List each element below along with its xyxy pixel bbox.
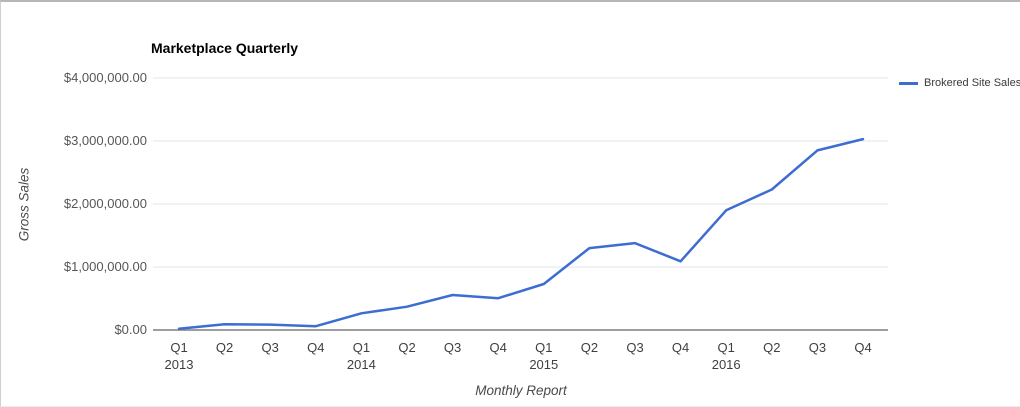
x-tick-label: Q3 <box>443 340 462 355</box>
x-tick-label: Q2 <box>398 340 416 355</box>
x-tick-label: Q3 <box>808 340 827 355</box>
year-label: 2014 <box>346 357 376 372</box>
legend-series-label: Brokered Site Sales <box>924 77 1020 89</box>
x-axis-title: Monthly Report <box>475 383 567 398</box>
legend: Brokered Site Sales <box>899 77 1020 89</box>
x-tick-label: Q1 <box>352 340 371 355</box>
x-tick-label: Q1 <box>717 340 735 355</box>
x-tick-label: Q4 <box>671 340 690 355</box>
x-tick-label: Q3 <box>261 340 279 355</box>
year-label: 2013 <box>164 357 194 372</box>
x-tick-label: Q4 <box>489 340 507 355</box>
x-tick-label: Q1 <box>535 340 553 355</box>
y-tick-label: $3,000,000.00 <box>63 133 147 148</box>
year-label: 2016 <box>711 357 741 372</box>
y-tick-label: $0.00 <box>114 322 147 337</box>
x-tick-label: Q1 <box>170 340 188 355</box>
x-tick-label: Q4 <box>854 340 872 355</box>
x-tick-label: Q4 <box>307 340 325 355</box>
legend-line-swatch <box>899 81 918 85</box>
x-tick-label: Q2 <box>580 340 599 355</box>
x-tick-label: Q2 <box>763 340 781 355</box>
chart-title: Marketplace Quarterly <box>151 40 299 56</box>
x-tick-label: Q2 <box>215 340 234 355</box>
year-label: 2015 <box>529 357 559 372</box>
sales-line-series[interactable] <box>177 137 865 330</box>
y-axis-title: Gross Sales <box>16 167 32 242</box>
y-tick-label: $4,000,000.00 <box>63 70 147 85</box>
y-tick-label: $2,000,000.00 <box>63 196 147 211</box>
x-tick-label: Q3 <box>626 340 644 355</box>
y-tick-label: $1,000,000.00 <box>63 259 147 274</box>
